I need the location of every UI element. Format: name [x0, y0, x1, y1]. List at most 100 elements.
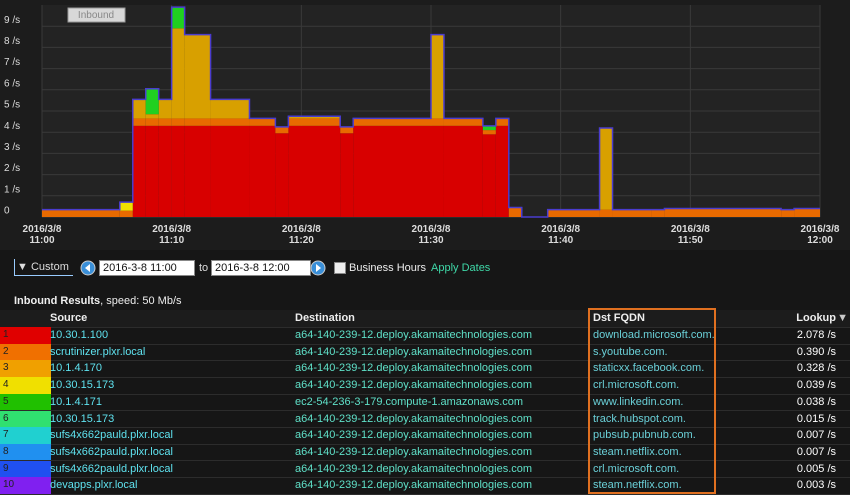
area-segment — [651, 209, 665, 217]
col-source[interactable]: Source — [50, 312, 88, 324]
business-hours-checkbox[interactable] — [334, 262, 346, 274]
area-segment — [158, 99, 172, 119]
table-header: Source Destination Dst FQDN Lookup ▼ — [0, 310, 850, 328]
source[interactable]: 10.1.4.171 — [50, 395, 102, 408]
area-segment — [275, 126, 289, 134]
source[interactable]: scrutinizer.plxr.local — [50, 345, 146, 358]
col-fqdn[interactable]: Dst FQDN — [593, 312, 645, 324]
highlight-box — [588, 308, 716, 494]
prev-button[interactable] — [80, 260, 96, 276]
table-row: 4 10.30.15.173 a64-140-239-12.deploy.akama… — [0, 377, 850, 395]
area-segment — [145, 118, 159, 126]
lookup: 0.005 /s — [796, 462, 836, 475]
fqdn: track.hubspot.com. — [593, 412, 686, 425]
source[interactable]: 10.30.1.100 — [50, 329, 109, 341]
destination[interactable]: a64-140-239-12.deploy.akamaitechnologies… — [295, 345, 533, 358]
next-button[interactable] — [310, 260, 326, 276]
lookup: 0.390 /s — [796, 345, 836, 358]
destination[interactable]: a64-140-239-12.deploy.akamaitechnologies… — [295, 329, 533, 341]
start-date[interactable]: 2016-3-8 11:00 — [99, 260, 195, 276]
table-row: 1 10.30.1.100 a64-140-239-12.deploy.akamai… — [0, 327, 850, 345]
lookup: 0.039 /s — [796, 379, 836, 392]
destination[interactable]: a64-140-239-12.deploy.akamaitechnologies… — [295, 412, 533, 425]
area-segment — [431, 34, 444, 119]
destination[interactable]: a64-140-239-12.deploy.akamaitechnologies… — [295, 362, 533, 375]
lookup: 0.015 /s — [796, 412, 836, 425]
area-segment — [184, 125, 211, 217]
area-segment — [184, 34, 211, 119]
outline — [42, 6, 820, 218]
destination[interactable]: a64-140-239-12.deploy.akamaitechnologies… — [295, 462, 533, 475]
area-segment — [132, 125, 146, 217]
lookup: 0.007 /s — [796, 429, 836, 442]
lookup: 2.078 /s — [796, 329, 836, 341]
area-segment — [781, 209, 795, 217]
chart-label: Inbound — [78, 10, 114, 21]
y-tick-label: 4 /s — [4, 121, 20, 132]
y-tick-label: 1 /s — [4, 184, 20, 195]
fqdn: crl.microsoft.com. — [593, 379, 680, 392]
row-index: 6 — [0, 410, 51, 428]
x-tick-label: 2016/3/8 11:40 — [541, 224, 581, 246]
destination[interactable]: a64-140-239-12.deploy.akamaitechnologies… — [295, 429, 533, 442]
destination[interactable]: ec2-54-236-3-179.compute-1.amazonaws.com — [295, 395, 524, 408]
row-index: 4 — [0, 377, 51, 394]
area-segment — [210, 125, 250, 217]
fqdn: pubsub.pubnub.com. — [593, 429, 696, 442]
area-segment — [288, 125, 341, 217]
lookup: 0.038 /s — [796, 395, 836, 408]
area-segment — [184, 118, 211, 126]
area-segment — [119, 202, 133, 211]
area-segment — [443, 118, 483, 126]
area-segment — [353, 125, 431, 217]
fqdn: crl.microsoft.com. — [593, 462, 680, 475]
fqdn: www.linkedin.com. — [593, 395, 684, 408]
x-tick-label: 2016/3/8 11:50 — [670, 224, 710, 246]
destination[interactable]: a64-140-239-12.deploy.akamaitechnologies… — [295, 479, 533, 492]
label-box — [67, 7, 126, 23]
row-index: 1 — [0, 327, 51, 344]
table-row: 2 scrutinizer.plxr.local a64-140-239-12.de… — [0, 343, 850, 362]
y-tick-label: 3 /s — [4, 142, 20, 153]
area-segment — [171, 7, 185, 29]
area-segment — [482, 130, 496, 135]
area-segment — [119, 210, 133, 217]
source[interactable]: 10.1.4.170 — [50, 362, 102, 375]
source[interactable]: sufs4x662pauld.plxr.local — [50, 445, 173, 458]
area-segment — [495, 125, 509, 217]
area-segment — [145, 114, 159, 119]
col-lookup[interactable]: Lookup — [796, 312, 836, 324]
chart: 0 1 /s 2 /s 3 /s 4 /s 5 /s 6 /s 7 /s 8 /s 9 /s In… — [4, 5, 821, 218]
area-segment — [599, 209, 613, 217]
area-segment — [249, 118, 276, 126]
area-segment — [508, 207, 522, 217]
area-segment — [794, 208, 820, 217]
destination[interactable]: a64-140-239-12.deploy.akamaitechnologies… — [295, 379, 533, 392]
fqdn: steam.netflix.com. — [593, 479, 682, 492]
source[interactable]: devapps.plxr.local — [50, 479, 138, 492]
area-segment — [431, 125, 444, 217]
source[interactable]: sufs4x662pauld.plxr.local — [50, 462, 173, 475]
fqdn: steam.netflix.com. — [593, 445, 682, 458]
area-segment — [443, 125, 483, 217]
apply-dates[interactable]: Apply Dates — [431, 262, 491, 274]
area-segment — [482, 125, 496, 131]
to-label: to — [199, 262, 209, 274]
source[interactable]: 10.30.15.173 — [50, 412, 115, 425]
x-tick-label: 2016/3/8 11:20 — [281, 224, 321, 246]
source[interactable]: sufs4x662pauld.plxr.local — [50, 429, 173, 442]
end-date[interactable]: 2016-3-8 12:00 — [211, 260, 311, 276]
area-segment — [158, 118, 172, 126]
table-row: 7 sufs4x662pauld.plxr.local a64-140-239-12… — [0, 427, 850, 445]
table-row: 9 sufs4x662pauld.plxr.local a64-140-239-12… — [0, 460, 850, 479]
destination[interactable]: a64-140-239-12.deploy.akamaitechnologies… — [295, 445, 533, 458]
range-menu-label: Custom — [30, 261, 69, 273]
area-segment — [145, 88, 159, 115]
col-destination[interactable]: Destination — [295, 312, 355, 324]
row-index: 7 — [0, 427, 51, 444]
range-menu[interactable]: ▼ Custom — [14, 259, 73, 276]
row-index: 5 — [0, 393, 51, 411]
source[interactable]: 10.30.15.173 — [50, 379, 115, 392]
table-row: 3 10.1.4.170 a64-140-239-12.deploy.akamait… — [0, 360, 850, 378]
